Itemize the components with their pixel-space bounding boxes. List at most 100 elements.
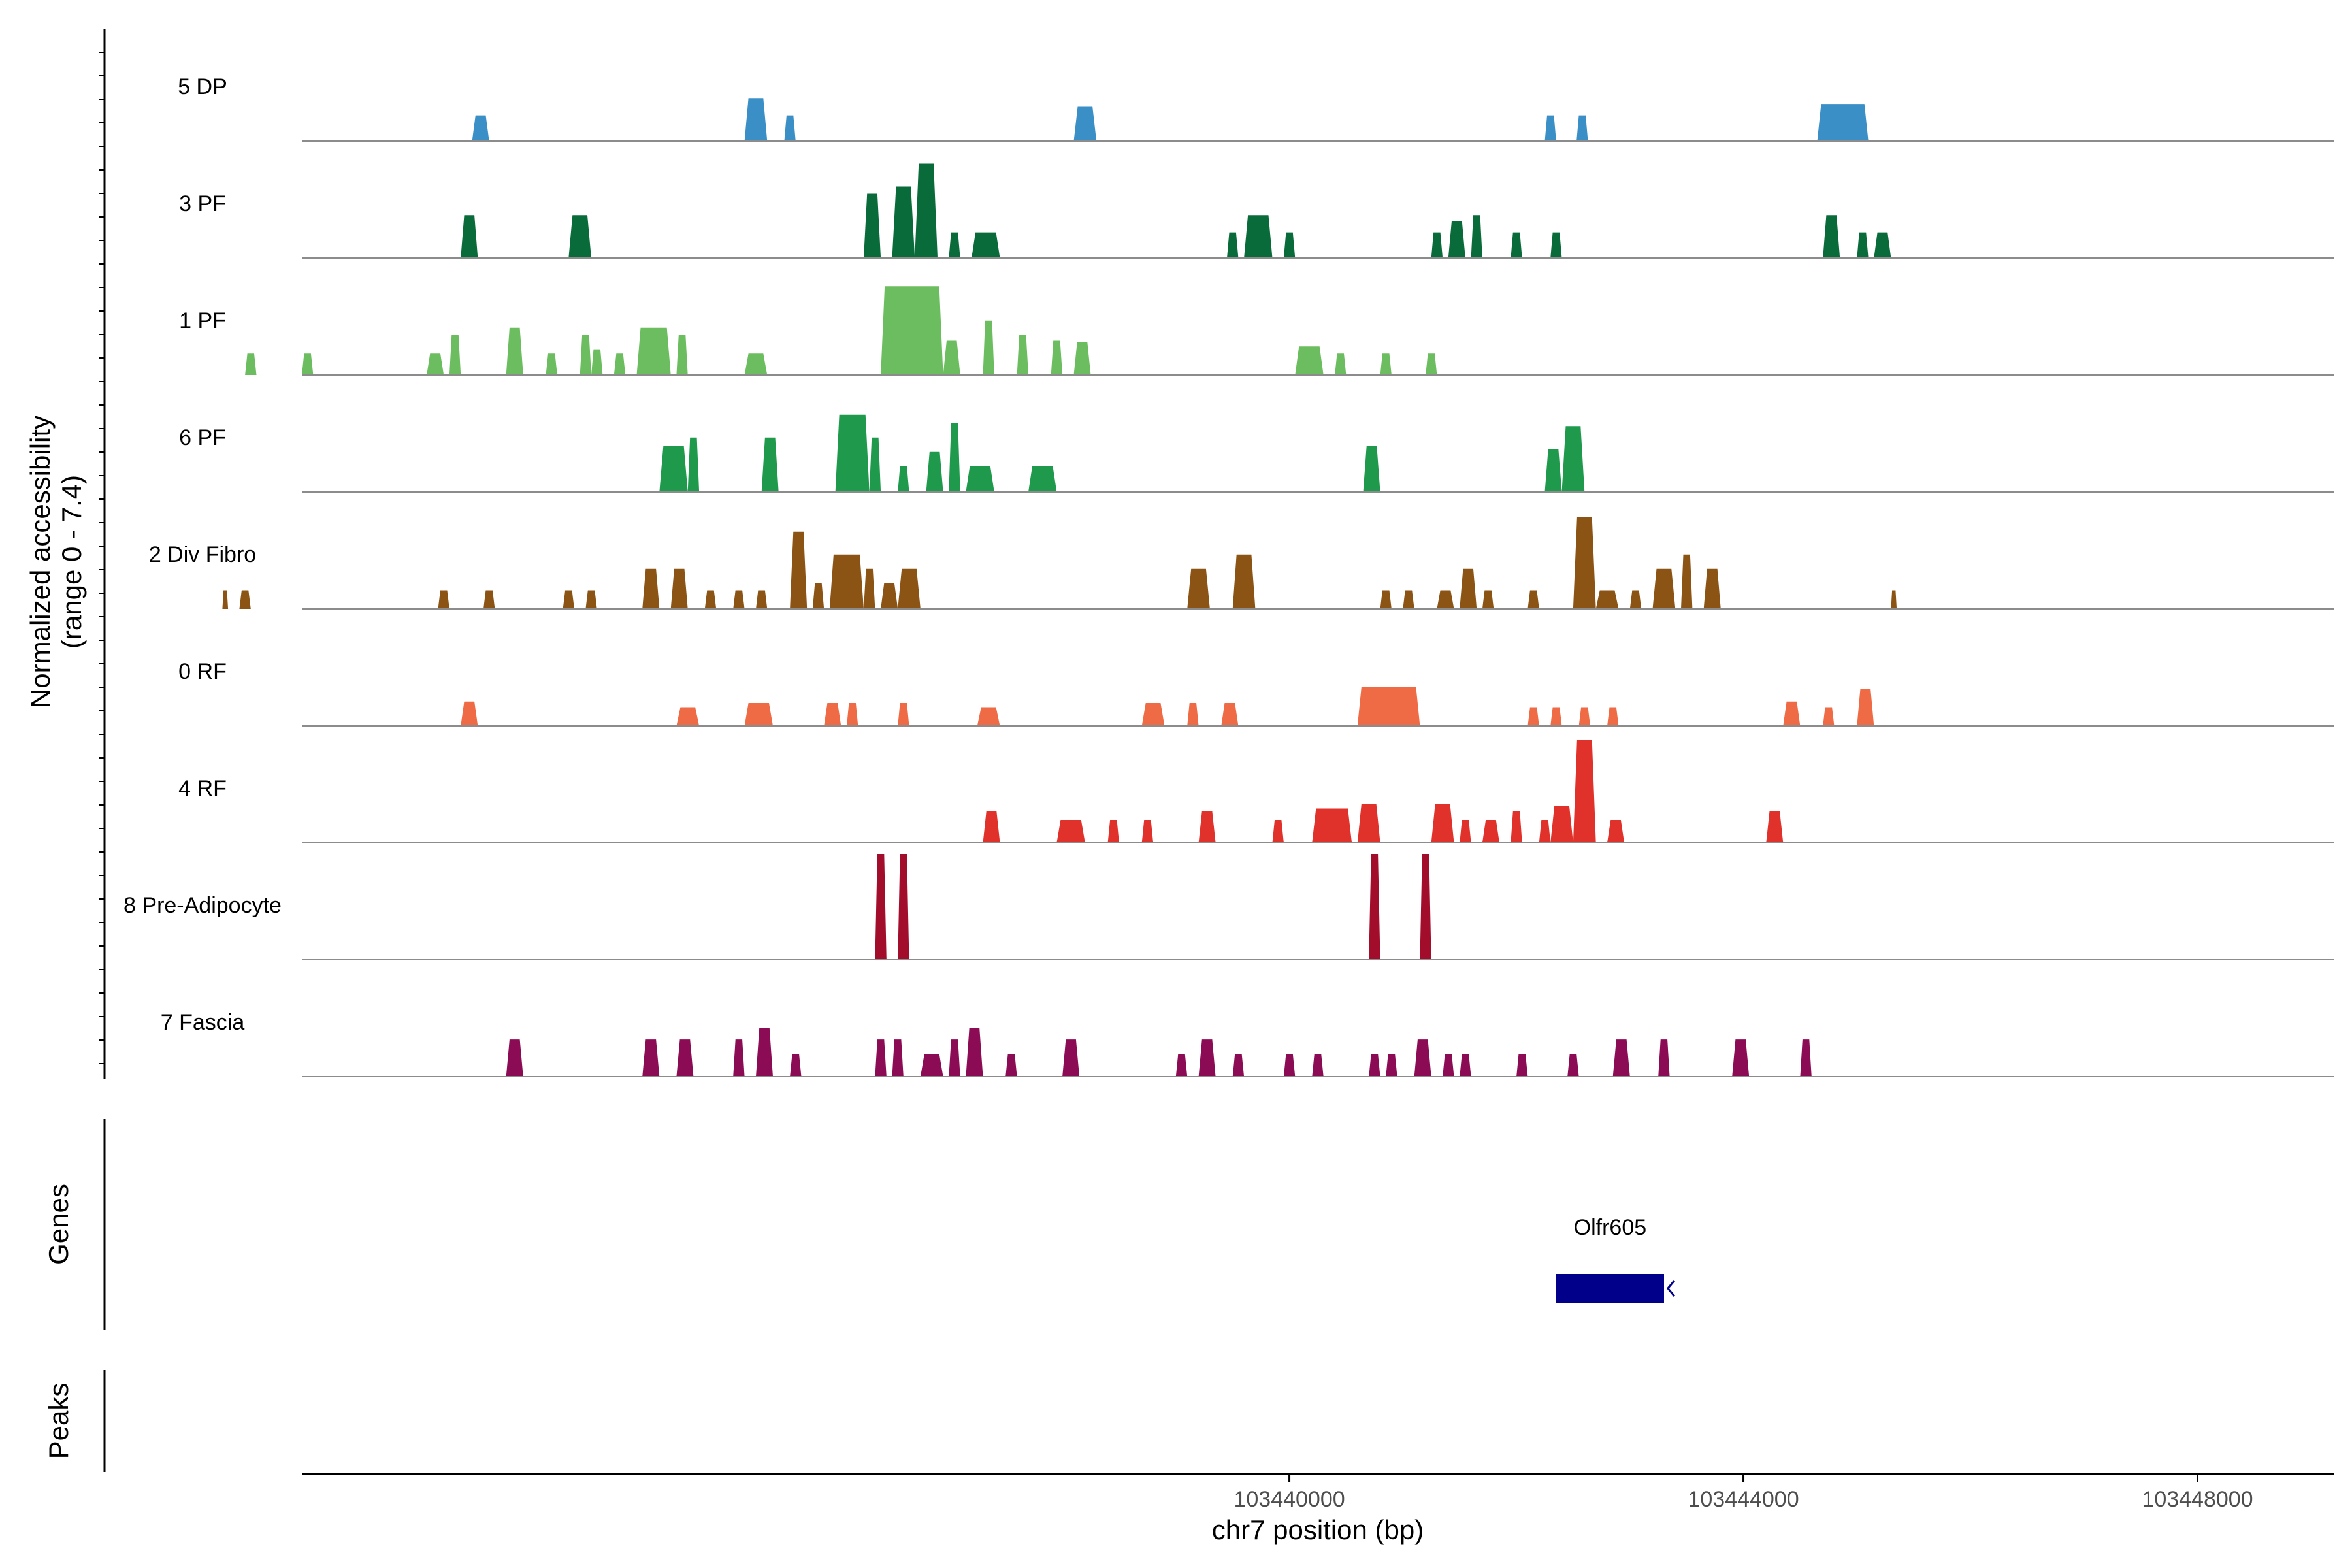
x-tick-label: 103448000 xyxy=(2142,1487,2253,1512)
peaks-panel-label: Peaks xyxy=(43,1383,74,1460)
coverage-peak xyxy=(1443,1054,1454,1077)
coverage-peak xyxy=(926,451,943,492)
coverage-peak xyxy=(1357,687,1420,726)
coverage-peak xyxy=(812,583,825,609)
coverage-peak xyxy=(1232,554,1256,609)
coverage-peak xyxy=(1028,466,1057,492)
coverage-tracks: 5 DP 3 PF 1 PF 6 PF 2 Div Fibro 0 RF 4 RF 8 Pre… xyxy=(123,74,2334,1077)
coverage-peak xyxy=(1017,335,1028,375)
coverage-peak xyxy=(1073,106,1097,141)
track-7-fascia: 7 Fascia xyxy=(161,1010,2334,1077)
coverage-peak xyxy=(829,554,864,609)
coverage-peak xyxy=(1681,554,1693,609)
coverage-peak xyxy=(642,568,660,609)
coverage-peak xyxy=(1576,115,1588,141)
coverage-peak xyxy=(784,115,796,141)
x-tick-label: 103444000 xyxy=(1688,1487,1799,1512)
track-label: 0 RF xyxy=(178,659,227,684)
coverage-peak xyxy=(1607,707,1619,726)
coverage-peak xyxy=(1550,232,1562,258)
coverage-peak xyxy=(790,1054,802,1077)
coverage-peak xyxy=(1283,232,1296,258)
y-axis-label-line-2: (range 0 - 7.4) xyxy=(56,475,87,649)
coverage-peak xyxy=(1460,568,1477,609)
track-0-rf: 0 RF xyxy=(178,659,2334,727)
coverage-peak xyxy=(427,353,444,375)
coverage-peak xyxy=(1539,820,1551,843)
coverage-peak xyxy=(972,232,1000,258)
coverage-peak xyxy=(898,703,909,726)
x-axis-label: chr7 position (bp) xyxy=(1212,1514,1424,1545)
coverage-peak xyxy=(1800,1039,1812,1077)
coverage-peak xyxy=(1783,701,1801,726)
track-3-pf: 3 PF xyxy=(179,163,2334,259)
peaks-panel: Peaks xyxy=(43,1370,106,1472)
coverage-peak xyxy=(983,320,994,375)
coverage-peak xyxy=(761,437,779,492)
strand-chevron-icon xyxy=(1666,1280,1676,1297)
coverage-peak xyxy=(1511,232,1522,258)
coverage-peak xyxy=(1232,1054,1245,1077)
track-4-rf: 4 RF xyxy=(178,740,2334,843)
coverage-peak xyxy=(1420,854,1431,960)
coverage-peak xyxy=(1414,1039,1431,1077)
coverage-peak xyxy=(744,98,768,141)
coverage-peak xyxy=(1874,232,1891,258)
coverage-peak xyxy=(613,353,626,375)
coverage-peak xyxy=(1187,703,1199,726)
coverage-peak xyxy=(1482,820,1499,843)
coverage-peak xyxy=(1312,1054,1324,1077)
coverage-peak xyxy=(580,335,591,375)
coverage-peak xyxy=(239,590,251,609)
coverage-peak xyxy=(563,590,574,609)
coverage-peak xyxy=(704,590,717,609)
coverage-peak xyxy=(461,701,478,726)
coverage-peak xyxy=(1051,340,1063,375)
coverage-peak xyxy=(1595,590,1619,609)
coverage-peak xyxy=(733,1039,745,1077)
coverage-peak xyxy=(676,707,700,726)
coverage-peak xyxy=(1471,215,1482,258)
coverage-peak xyxy=(1431,804,1454,843)
coverage-peak xyxy=(881,583,898,609)
coverage-peak xyxy=(1607,820,1625,843)
coverage-peak xyxy=(1227,232,1239,258)
coverage-peak xyxy=(875,854,887,960)
coverage-peak xyxy=(1426,353,1437,375)
coverage-peak xyxy=(636,327,671,375)
coverage-peak xyxy=(744,703,773,726)
track-label: 3 PF xyxy=(179,191,226,216)
track-8-pre-adipocyte: 8 Pre-Adipocyte xyxy=(123,854,2334,960)
track-label: 2 Div Fibro xyxy=(149,542,256,567)
left-axis xyxy=(99,29,106,1079)
coverage-peak xyxy=(472,115,489,141)
coverage-peak xyxy=(1073,342,1091,375)
coverage-peak xyxy=(1482,590,1494,609)
track-6-pf: 6 PF xyxy=(179,414,2334,493)
coverage-peak xyxy=(949,1039,960,1077)
coverage-peak xyxy=(1516,1054,1528,1077)
coverage-peak xyxy=(461,215,478,258)
coverage-peak xyxy=(1857,689,1874,726)
gene-label: Olfr605 xyxy=(1574,1215,1647,1240)
coverage-peak xyxy=(1295,346,1324,375)
coverage-peak xyxy=(1448,221,1465,258)
coverage-peak xyxy=(591,349,603,375)
coverage-peak xyxy=(1380,353,1392,375)
coverage-peak xyxy=(642,1039,660,1077)
x-tick-label: 103440000 xyxy=(1233,1487,1345,1512)
coverage-peak xyxy=(864,568,875,609)
coverage-peak xyxy=(943,340,960,375)
coverage-peak xyxy=(1380,590,1392,609)
coverage-peak xyxy=(1335,353,1347,375)
coverage-peak xyxy=(1460,820,1471,843)
coverage-peak xyxy=(756,1028,773,1077)
coverage-peak xyxy=(506,327,523,375)
coverage-peak xyxy=(1403,590,1414,609)
coverage-peak xyxy=(835,414,870,492)
coverage-peak xyxy=(1823,707,1835,726)
coverage-peak xyxy=(847,703,858,726)
coverage-peak xyxy=(1062,1039,1080,1077)
x-axis: 103440000 103444000 103448000 xyxy=(302,1473,2334,1512)
track-label: 5 DP xyxy=(178,74,227,99)
